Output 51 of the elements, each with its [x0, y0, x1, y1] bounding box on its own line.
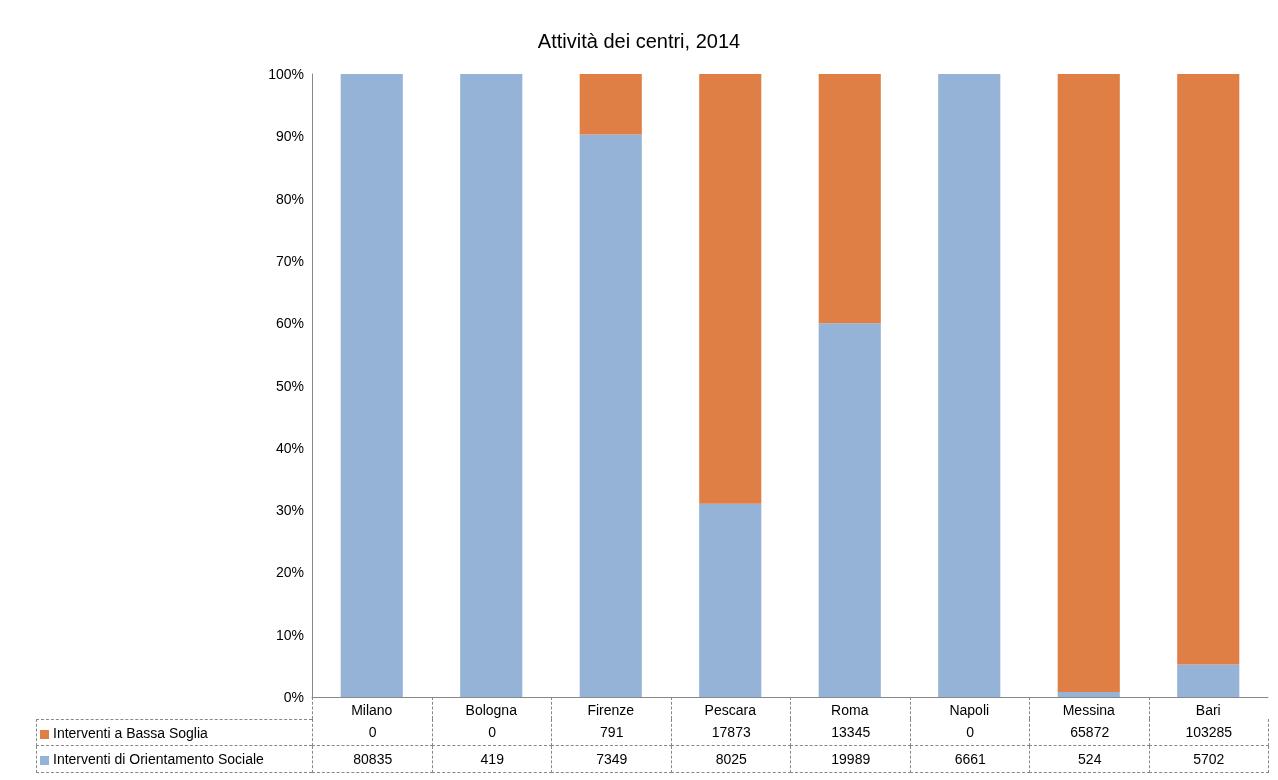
- text: 7349: [596, 751, 628, 767]
- text: 791: [600, 724, 624, 740]
- bar: [460, 74, 523, 697]
- text: 0: [368, 724, 377, 740]
- bar: [818, 323, 881, 697]
- x-tick-label: Roma: [831, 702, 869, 718]
- y-tick-label: 60%: [275, 315, 304, 332]
- y-tick-label: 20%: [275, 564, 304, 581]
- text: 6661: [954, 751, 986, 767]
- y-tick-label: 100%: [268, 66, 304, 82]
- x-tick-label: Firenze: [587, 702, 635, 718]
- text: 524: [1078, 751, 1102, 767]
- x-tick-label: Pescara: [704, 702, 757, 718]
- x-tick-label: Messina: [1062, 702, 1116, 718]
- x-tick-label: Milano: [351, 702, 393, 718]
- x-tick-label: Napoli: [949, 702, 990, 718]
- y-tick-label: 0%: [283, 689, 304, 705]
- text: 80835: [353, 751, 393, 767]
- text: 19989: [831, 751, 871, 767]
- bar: [1177, 664, 1240, 697]
- y-tick-label: 90%: [275, 128, 304, 145]
- bar: [1057, 692, 1120, 697]
- chart-title: Attività dei centri, 2014: [537, 30, 741, 52]
- y-tick-label: 40%: [275, 439, 304, 456]
- y-tick-label: 10%: [275, 626, 304, 643]
- bar: [340, 74, 403, 697]
- bar: [699, 74, 762, 504]
- bar: [1177, 74, 1240, 665]
- legend-label: Interventi a Bassa Soglia: [52, 725, 208, 741]
- bar: [699, 503, 762, 697]
- y-tick-label: 30%: [275, 502, 304, 519]
- bar: [1057, 74, 1120, 693]
- text: 419: [480, 751, 504, 767]
- y-tick-label: 50%: [275, 377, 304, 394]
- x-tick-label: Bari: [1195, 702, 1221, 718]
- text: 13345: [831, 724, 871, 740]
- text: 17873: [711, 724, 751, 740]
- text: 0: [488, 724, 497, 740]
- text: 5702: [1193, 751, 1225, 767]
- x-tick-label: Bologna: [465, 702, 518, 718]
- bar: [818, 74, 881, 324]
- bar: [579, 134, 642, 697]
- legend-label: Interventi di Orientamento Sociale: [52, 751, 264, 767]
- bar: [579, 74, 642, 135]
- text: 0: [966, 724, 975, 740]
- y-tick-label: 80%: [275, 190, 304, 207]
- bar: [938, 74, 1001, 697]
- text: 65872: [1070, 724, 1110, 740]
- y-tick-label: 70%: [275, 252, 304, 269]
- text: 8025: [715, 751, 747, 767]
- text: 103285: [1185, 724, 1233, 740]
